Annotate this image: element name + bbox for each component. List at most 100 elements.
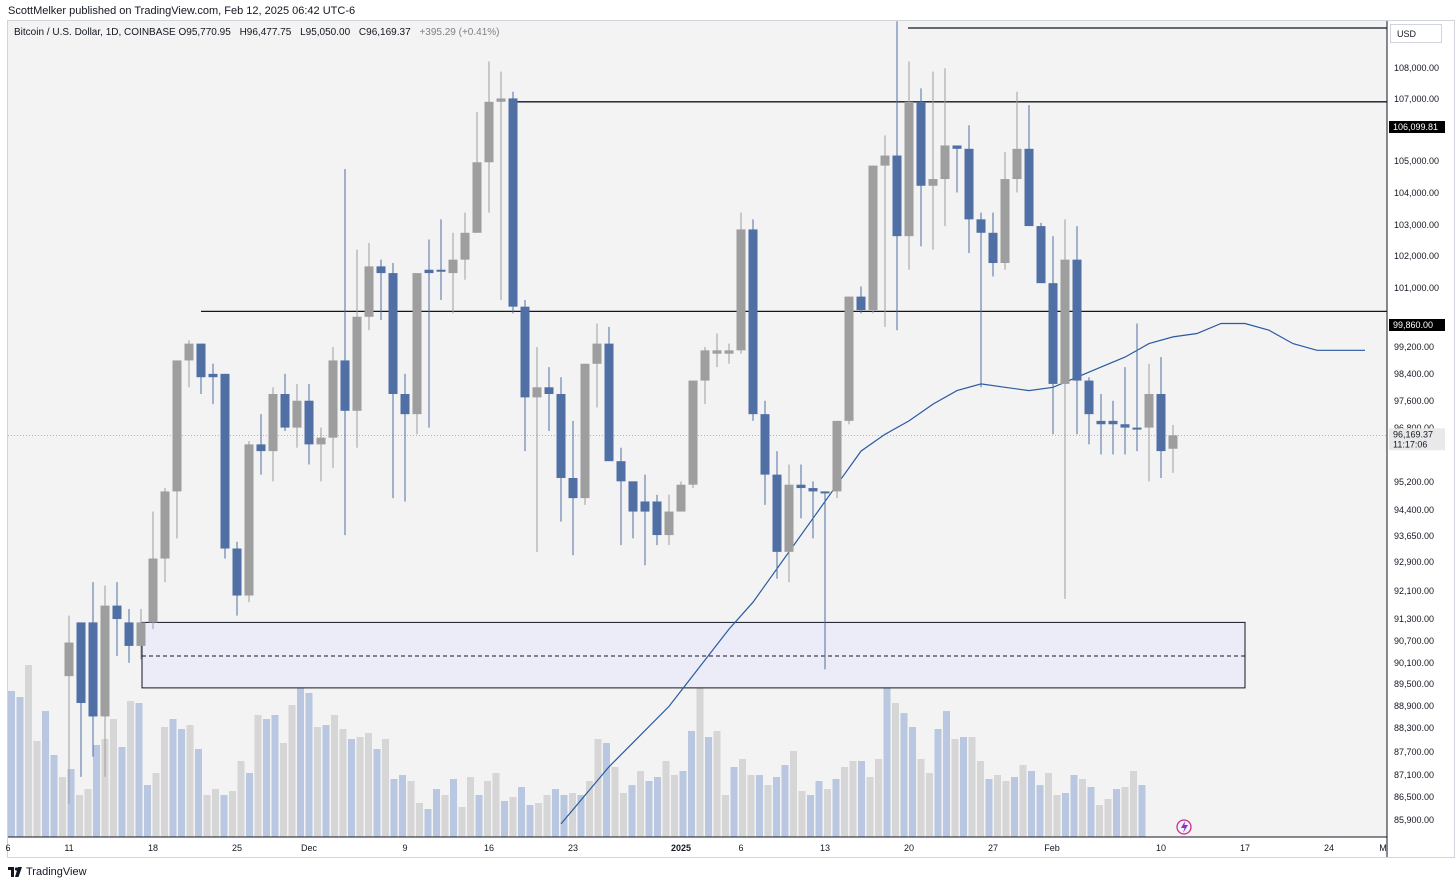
volume-bar [934,729,942,837]
volume-bar [892,703,899,837]
candle-body [532,387,542,398]
candle-body [952,145,962,149]
volume-bar [807,795,814,837]
volume-bar [764,785,772,837]
volume-bar [441,795,449,837]
volume-bar [977,761,984,837]
volume-bar [688,731,695,837]
volume-bar [271,715,279,837]
volume-bar [59,777,66,837]
candle-body [232,548,242,596]
candle-body [940,145,950,180]
volume-bar [1062,793,1069,837]
candle-body [964,148,974,220]
volume-bar [730,767,738,837]
time-tick-label: 6 [738,843,743,853]
price-tick-label: 97,600.00 [1394,396,1434,406]
volume-bar [637,771,644,837]
candle-body [496,98,506,102]
candle-body [208,373,218,378]
volume-bar [1028,771,1035,837]
candle-body [748,229,758,415]
volume-bar [246,773,253,837]
time-tick-label: 6 [5,843,10,853]
price-tick-label: 93,650.00 [1394,531,1434,541]
candle-body [1120,424,1130,428]
volume-bar [552,789,559,837]
candle-body [268,394,278,452]
volume-bar [713,731,721,837]
volume-bar [815,781,823,837]
volume-bar [280,743,287,837]
tradingview-logo-icon [8,867,22,878]
candle-body [304,400,314,445]
candle-body [652,501,662,536]
candle-body [352,316,362,411]
volume-bar [1019,765,1027,837]
price-tick-label: 101,000.00 [1394,283,1439,293]
volume-bar [331,715,338,837]
candle-body [400,394,410,415]
price-tick-label: 91,300.00 [1394,614,1434,624]
volume-bar [373,749,381,837]
open-label: O [178,27,187,38]
price-tick-label: 94,400.00 [1394,505,1434,515]
time-tick-label: 25 [232,843,242,853]
candle-body [760,414,770,475]
volume-bar [254,715,262,837]
candle-body [712,350,722,354]
volume-bar [841,767,848,837]
candle-body [76,622,86,704]
volume-bar [67,769,75,837]
volume-bar [1104,799,1112,837]
candle-body [520,306,530,398]
candle-body [1096,420,1106,425]
last-price-tag [1389,428,1445,451]
currency-button[interactable]: USD [1390,24,1442,43]
volume-bar [348,739,355,837]
candle-body [988,232,998,264]
volume-bar [484,781,491,837]
volume-bar [101,739,109,837]
candle-body [832,420,842,492]
volume-bar [178,729,185,837]
price-tick-label: 104,000.00 [1394,188,1439,198]
candle-body [1012,148,1022,180]
volume-bar [220,795,228,837]
candle-body [124,622,134,646]
candle-body [484,101,494,163]
volume-bar [1070,775,1078,837]
time-tick-label: 13 [820,843,830,853]
candle-body [556,394,566,478]
countdown-label: 11:17:06 [1393,439,1427,449]
volume-bar [662,761,670,837]
candle-body [1132,427,1142,430]
symbol-legend: Bitcoin / U.S. Dollar, 1D, COINBASE O95,… [14,27,500,38]
volume-bar [144,785,151,837]
volume-bar [705,737,712,837]
price-tick-label: 105,000.00 [1394,156,1439,166]
candle-body [340,360,350,411]
level-price-tag [1389,121,1445,133]
volume-bar [951,739,959,837]
volume-bar [994,775,1001,837]
volume-bar [93,745,100,837]
volume-bar [135,703,143,837]
volume-bar [186,725,194,837]
time-tick-label: 20 [904,843,914,853]
footer-brand: TradingView [26,866,87,878]
time-tick-label: 18 [148,843,158,853]
volume-bar [433,789,440,837]
candle-body [436,269,446,272]
candle-body [736,229,746,351]
time-tick-label: 10 [1156,843,1166,853]
candle-body [136,622,146,646]
moving-average-line [560,322,1365,825]
candle-body [424,269,434,274]
volume-bar [526,805,534,837]
candle-body [628,481,638,512]
candle-body [880,155,890,166]
volume-bar [909,727,916,837]
close-label: C [358,27,367,38]
